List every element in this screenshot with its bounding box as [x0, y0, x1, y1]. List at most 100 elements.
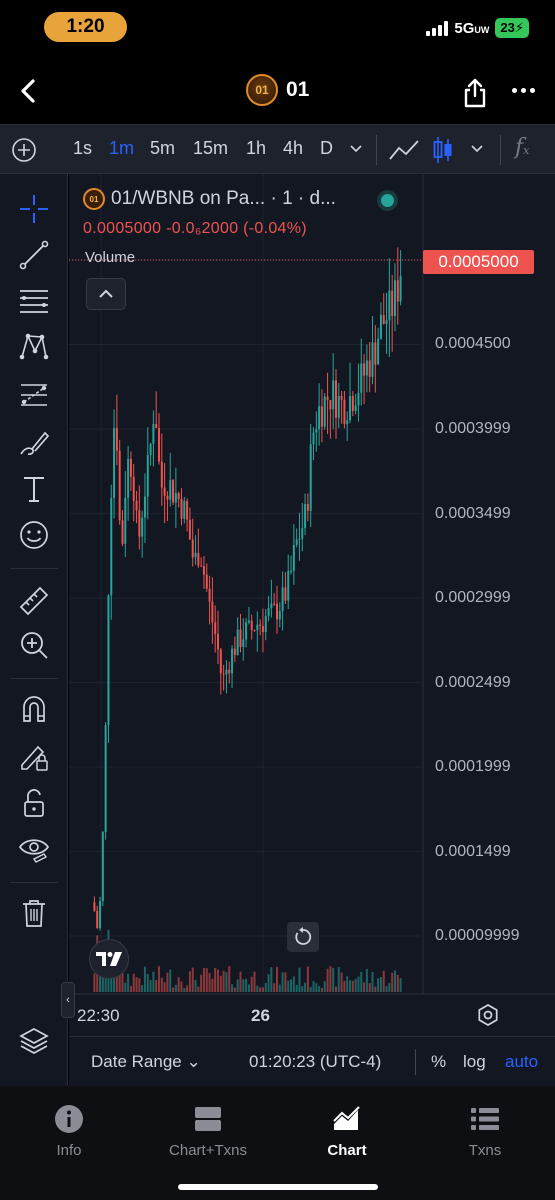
volume-bar	[129, 986, 132, 992]
candle-body	[388, 290, 391, 321]
candle-body	[301, 527, 304, 539]
candle-body	[256, 624, 259, 631]
pattern-tool-icon[interactable]	[17, 330, 51, 364]
projection-tool-icon[interactable]	[17, 378, 51, 412]
volume-bar	[295, 984, 298, 992]
more-options-icon[interactable]	[512, 88, 535, 93]
volume-bar	[166, 972, 169, 992]
volume-bar	[211, 978, 214, 992]
text-tool-icon[interactable]	[17, 472, 51, 506]
zoom-in-icon[interactable]	[17, 628, 51, 662]
chart-area[interactable]: 01 01/WBNB on Pa... · 1 · d... 0.0005000…	[61, 174, 555, 1086]
candle-body	[368, 360, 371, 377]
tab-info[interactable]: Info	[0, 1104, 138, 1159]
candle-body	[343, 399, 346, 425]
candles-icon[interactable]	[432, 135, 454, 165]
tab-label: Info	[56, 1142, 82, 1159]
candle-body	[172, 480, 175, 503]
volume-bar	[194, 980, 197, 992]
drawing-toolbar	[0, 174, 68, 1086]
line-chart-icon[interactable]	[388, 135, 420, 165]
candle-body	[99, 901, 102, 929]
tradingview-logo[interactable]: TV	[89, 939, 129, 979]
log-scale-toggle[interactable]: log	[463, 1052, 486, 1071]
timeframe-1m[interactable]: 1m	[109, 138, 135, 158]
candle-body	[205, 574, 208, 589]
reset-chart-button[interactable]	[287, 922, 319, 952]
volume-bar	[146, 973, 149, 992]
timezone-clock[interactable]: 01:20:23 (UTC-4)	[249, 1052, 382, 1071]
tab-chart-txns[interactable]: Chart+Txns	[139, 1104, 277, 1159]
timeframe-5m[interactable]: 5m	[150, 138, 176, 158]
candlestick-chart[interactable]	[69, 174, 555, 1036]
volume-bar	[242, 979, 245, 992]
collapse-legend-button[interactable]	[86, 278, 126, 310]
volume-bar	[382, 970, 385, 992]
chart-type-chevron-down-icon[interactable]	[470, 141, 484, 155]
candle-body	[214, 622, 217, 634]
candle-body	[253, 630, 256, 632]
volume-bar	[250, 976, 253, 992]
candle-body	[354, 405, 357, 411]
unlock-icon[interactable]	[17, 786, 51, 820]
candle-body	[391, 290, 394, 316]
candle-body	[225, 669, 228, 675]
timeframe-4h[interactable]: 4h	[283, 138, 304, 158]
timeframe-1s[interactable]: 1s	[73, 138, 93, 158]
tab-chart[interactable]: Chart	[278, 1104, 416, 1159]
home-indicator	[178, 1184, 378, 1190]
magnet-icon[interactable]	[17, 692, 51, 726]
trash-icon[interactable]	[17, 896, 51, 930]
volume-bar	[186, 985, 189, 992]
percent-scale-toggle[interactable]: %	[431, 1052, 447, 1071]
candle-body	[250, 620, 253, 631]
candle-body	[231, 648, 234, 674]
candle-body	[233, 648, 236, 655]
volume-bar	[278, 984, 281, 992]
volume-bar	[188, 971, 191, 992]
volume-bar	[113, 971, 116, 992]
volume-bar	[172, 987, 175, 992]
volume-bar	[236, 979, 239, 992]
crosshair-icon[interactable]	[17, 192, 51, 226]
candle-body	[379, 314, 382, 339]
timeframe-15m[interactable]: 15m	[193, 138, 229, 158]
lock-drawings-icon[interactable]	[17, 740, 51, 774]
chart-settings-gear-icon[interactable]	[477, 1004, 499, 1026]
fib-retracement-icon[interactable]	[17, 284, 51, 318]
timeframe-d[interactable]: D	[320, 138, 333, 158]
volume-bar	[208, 973, 211, 992]
timeframe-chevron-down-icon[interactable]	[349, 141, 363, 155]
layers-icon[interactable]	[19, 1026, 49, 1056]
volume-bar	[343, 980, 346, 992]
timeframe-1h[interactable]: 1h	[246, 138, 267, 158]
brush-icon[interactable]	[17, 426, 51, 460]
volume-bar	[320, 987, 323, 992]
price-axis-label: 0.0003999	[435, 420, 511, 438]
tab-txns[interactable]: Txns	[416, 1104, 554, 1159]
candle-body	[329, 400, 332, 410]
chart-icon	[333, 1106, 360, 1130]
add-symbol-icon[interactable]	[11, 137, 37, 163]
candle-body	[129, 458, 132, 477]
candle-body	[177, 493, 180, 499]
expand-toolbar-tab[interactable]: ‹	[61, 982, 75, 1018]
candle-body	[284, 587, 287, 601]
auto-scale-toggle[interactable]: auto	[505, 1052, 539, 1071]
price-axis-label: 0.0004500	[435, 335, 511, 353]
ruler-icon[interactable]	[17, 584, 51, 618]
hide-drawings-eye-icon[interactable]	[17, 832, 51, 866]
chevron-up-icon	[99, 289, 113, 298]
indicators-fx-icon[interactable]: fx	[515, 135, 530, 160]
volume-bar	[121, 967, 124, 992]
volume-bar	[329, 966, 332, 992]
candle-body	[385, 320, 388, 324]
chart-bottom-bar: Date Range ⌄ 01:20:23 (UTC-4) % log auto	[69, 1036, 555, 1086]
trend-line-icon[interactable]	[17, 238, 51, 272]
back-chevron-icon[interactable]	[14, 76, 44, 106]
emoji-icon[interactable]	[17, 518, 51, 552]
volume-bar	[332, 967, 335, 992]
share-icon[interactable]	[462, 78, 488, 108]
legend-symbol-title[interactable]: 01/WBNB on Pa... · 1 · d...	[111, 188, 336, 209]
date-range-dropdown[interactable]: Date Range ⌄	[91, 1052, 201, 1071]
